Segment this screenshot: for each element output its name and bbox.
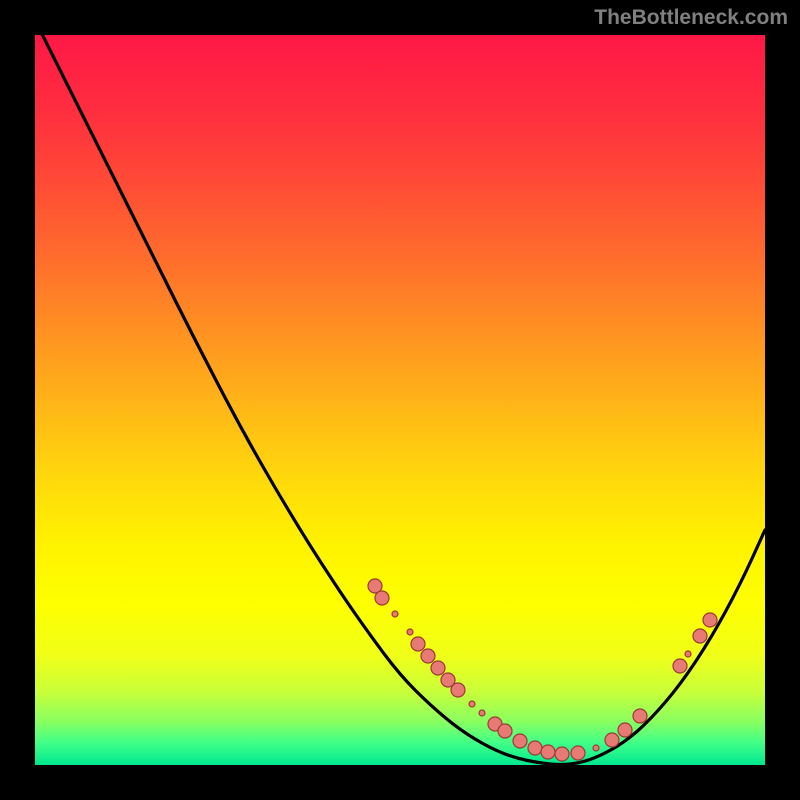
watermark-text: TheBottleneck.com <box>594 6 788 30</box>
data-marker <box>703 613 717 627</box>
data-marker <box>593 745 599 751</box>
data-marker <box>451 683 465 697</box>
chart-container: TheBottleneck.com <box>0 0 800 800</box>
data-marker <box>375 591 389 605</box>
data-marker <box>693 629 707 643</box>
chart-svg-overlay <box>0 0 800 800</box>
data-marker <box>513 734 527 748</box>
data-marker <box>571 746 585 760</box>
data-marker <box>498 724 512 738</box>
data-marker <box>605 733 619 747</box>
data-marker <box>407 629 413 635</box>
bottleneck-curve <box>35 20 765 765</box>
data-marker <box>685 651 691 657</box>
data-marker <box>421 649 435 663</box>
data-marker <box>633 709 647 723</box>
data-marker <box>555 747 569 761</box>
data-marker <box>673 659 687 673</box>
data-marker <box>392 611 398 617</box>
data-marker <box>469 701 475 707</box>
data-marker <box>618 723 632 737</box>
data-marker <box>479 710 485 716</box>
data-marker <box>411 637 425 651</box>
data-marker <box>541 745 555 759</box>
marker-group <box>368 579 717 761</box>
data-marker <box>431 661 445 675</box>
data-marker <box>528 741 542 755</box>
